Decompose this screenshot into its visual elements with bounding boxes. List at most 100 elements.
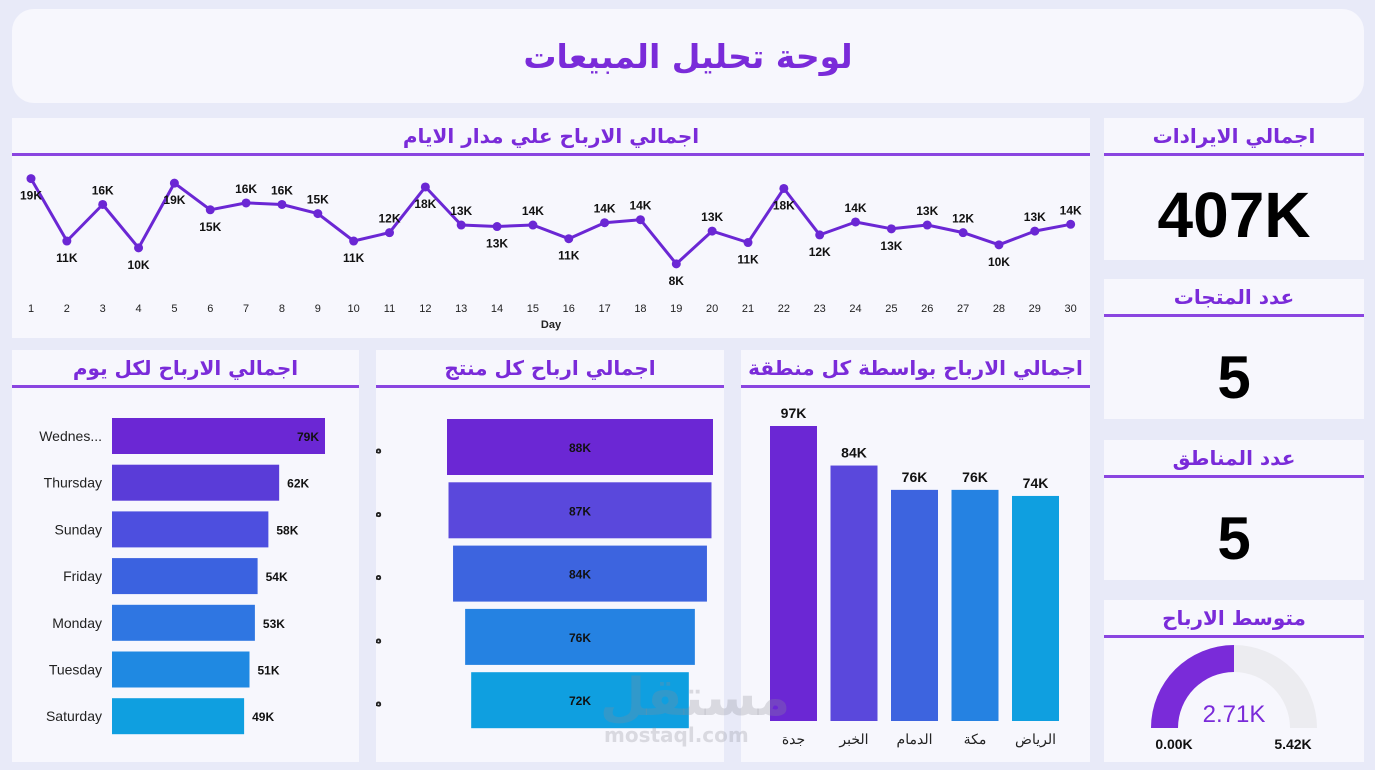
daily-data-label: 16K xyxy=(92,183,114,197)
daily-data-label: 14K xyxy=(845,201,867,215)
daily-point[interactable] xyxy=(492,222,502,232)
daily-data-label: 11K xyxy=(737,253,759,267)
daily-data-label: 13K xyxy=(1024,210,1046,224)
weekday-category-label: Thursday xyxy=(44,475,102,491)
daily-point[interactable] xyxy=(707,226,717,236)
daily-point[interactable] xyxy=(886,224,896,234)
daily-point[interactable] xyxy=(635,215,645,225)
weekday-profit-chart: Wednes... 79K Thursday 62K Sunday 58K Friday 54… xyxy=(39,418,325,735)
daily-point[interactable] xyxy=(313,209,323,219)
daily-point[interactable] xyxy=(851,217,861,227)
daily-data-label: 13K xyxy=(701,210,723,224)
region-bar[interactable] xyxy=(891,489,938,721)
region-category-label: الخبر xyxy=(838,731,868,748)
product-data-label: 76K xyxy=(569,631,591,645)
region-profit-title: اجمالي الارباح بواسطة كل منطقة xyxy=(741,350,1090,388)
daily-point[interactable] xyxy=(205,205,215,215)
daily-data-label: 19K xyxy=(20,189,42,203)
daily-x-tick: 29 xyxy=(1029,303,1041,315)
weekday-bar[interactable] xyxy=(112,511,269,548)
weekday-bar[interactable] xyxy=(112,418,325,454)
daily-point[interactable] xyxy=(277,199,287,209)
product-category-label: منتج C xyxy=(376,693,382,710)
daily-data-label: 12K xyxy=(378,212,400,226)
region-profit-panel: اجمالي الارباح بواسطة كل منطقة 97K جدة 84K… xyxy=(741,350,1090,762)
weekday-bar[interactable] xyxy=(112,464,280,501)
daily-x-tick: 13 xyxy=(455,303,467,315)
weekday-bar[interactable] xyxy=(112,698,245,735)
daily-point[interactable] xyxy=(671,259,681,269)
daily-point[interactable] xyxy=(420,182,430,192)
daily-x-tick: 23 xyxy=(814,303,826,315)
daily-data-label: 12K xyxy=(809,245,831,259)
daily-data-label: 10K xyxy=(988,255,1010,269)
daily-data-label: 19K xyxy=(163,193,185,207)
daily-x-tick: 6 xyxy=(207,303,213,315)
daily-x-tick: 24 xyxy=(849,303,861,315)
daily-point[interactable] xyxy=(1066,219,1076,229)
weekday-category-label: Tuesday xyxy=(49,662,102,678)
daily-data-label: 14K xyxy=(629,199,651,213)
daily-data-label: 11K xyxy=(56,251,78,265)
weekday-bar[interactable] xyxy=(112,558,258,595)
weekday-profit-panel: اجمالي الارباح لكل يوم Wednes... 79K Thurs… xyxy=(12,350,359,762)
daily-point[interactable] xyxy=(600,218,610,228)
weekday-data-label: 53K xyxy=(263,617,285,631)
region-bar[interactable] xyxy=(830,465,878,721)
daily-point[interactable] xyxy=(958,228,968,238)
region-data-label: 97K xyxy=(781,405,807,421)
daily-point[interactable] xyxy=(1030,226,1040,236)
daily-point[interactable] xyxy=(564,234,574,244)
daily-point[interactable] xyxy=(456,220,466,230)
daily-point[interactable] xyxy=(815,230,825,240)
daily-data-label: 13K xyxy=(916,204,938,218)
product-bar[interactable] xyxy=(447,419,713,475)
kpi-products-card: عدد المتجات 5 xyxy=(1104,279,1364,419)
product-profit-panel: اجمالي ارباح كل منتج منتج D88Kمنتج B87Kم… xyxy=(376,350,724,762)
daily-point[interactable] xyxy=(385,228,394,238)
kpi-revenue-value: 407K xyxy=(1157,179,1311,251)
daily-data-label: 11K xyxy=(343,251,365,265)
daily-data-label: 12K xyxy=(952,212,974,226)
region-bar[interactable] xyxy=(1012,495,1059,721)
daily-point[interactable] xyxy=(779,183,789,193)
daily-point[interactable] xyxy=(528,220,538,230)
kpi-products-label: عدد المتجات xyxy=(1104,279,1364,317)
product-bar[interactable] xyxy=(471,672,689,729)
daily-point[interactable] xyxy=(241,198,251,208)
daily-point[interactable] xyxy=(169,178,179,188)
daily-data-label: 16K xyxy=(271,183,293,197)
weekday-data-label: 58K xyxy=(276,523,298,537)
product-category-label: منتج D xyxy=(376,440,382,457)
kpi-revenue-label: اجمالي الايرادات xyxy=(1104,118,1364,156)
daily-point[interactable] xyxy=(62,236,72,246)
daily-point[interactable] xyxy=(98,199,108,209)
weekday-data-label: 79K xyxy=(297,430,319,444)
kpi-regions-value: 5 xyxy=(1217,505,1251,572)
daily-x-tick: 8 xyxy=(279,303,285,315)
daily-point[interactable] xyxy=(26,174,36,184)
product-bar[interactable] xyxy=(465,608,695,665)
daily-point[interactable] xyxy=(922,220,932,230)
daily-x-tick: 25 xyxy=(885,303,897,315)
product-profit-chart: منتج D 88K منتج B 87K منتج A 84K منتج E 76K منتج… xyxy=(376,419,713,729)
kpi-regions-card: عدد المناطق 5 xyxy=(1104,440,1364,580)
daily-x-tick: 1 xyxy=(28,303,34,315)
daily-point[interactable] xyxy=(349,236,359,246)
daily-x-tick: 17 xyxy=(598,303,610,315)
product-data-label: 72K xyxy=(569,694,591,708)
daily-data-label: 13K xyxy=(450,204,472,218)
daily-x-tick: 3 xyxy=(100,303,106,315)
daily-point[interactable] xyxy=(994,240,1004,250)
daily-data-label: 10K xyxy=(128,258,150,272)
kpi-revenue-card: اجمالي الايرادات 407K xyxy=(1104,118,1364,260)
weekday-bar[interactable] xyxy=(112,651,250,688)
weekday-bar[interactable] xyxy=(112,604,255,641)
product-bar[interactable] xyxy=(453,545,707,602)
region-bar[interactable] xyxy=(951,489,999,721)
daily-point[interactable] xyxy=(743,238,753,248)
product-profit-title: اجمالي ارباح كل منتج xyxy=(376,350,724,388)
product-bar[interactable] xyxy=(448,482,712,539)
region-bar[interactable] xyxy=(770,426,817,721)
daily-point[interactable] xyxy=(134,243,144,253)
